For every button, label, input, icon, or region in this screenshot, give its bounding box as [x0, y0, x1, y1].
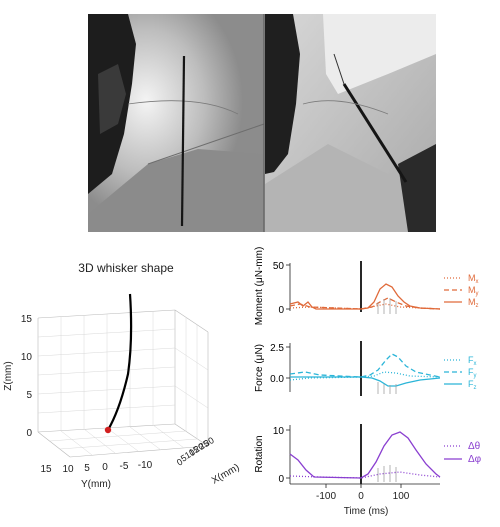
- time-tick: 100: [393, 491, 410, 502]
- plot3d-grid: [37, 311, 209, 456]
- whisker-base-point: [104, 426, 112, 434]
- video-frame-image: [88, 14, 436, 232]
- rotation-ytick: 10: [273, 426, 285, 437]
- y-tick: 10: [62, 464, 74, 475]
- force-ytick: 2.5: [270, 343, 284, 354]
- force-ylabel: Force (μN): [254, 344, 265, 392]
- moment-legend: Mx My Mz: [444, 273, 479, 309]
- z-tick: 5: [26, 390, 32, 401]
- y-axis-label: Y(mm): [81, 479, 111, 490]
- x-tick: 30: [202, 435, 216, 449]
- moment-ylabel: Moment (μN-mm): [254, 247, 265, 326]
- legend-fy: Fy: [468, 367, 477, 379]
- rotation-traces: [289, 431, 441, 479]
- plot3d-title: 3D whisker shape: [78, 261, 174, 275]
- legend-mx: Mx: [468, 273, 479, 285]
- rotation-panel: 10 0 Rotation Δθ Δφ: [254, 424, 482, 517]
- moment-traces: [289, 283, 441, 310]
- x-axis-label: X(mm): [210, 462, 241, 487]
- whisker-video-frame: [88, 14, 436, 232]
- time-tick: -100: [316, 491, 336, 502]
- z-axis-label: Z(mm): [3, 361, 14, 390]
- rotation-ylabel: Rotation: [254, 435, 265, 472]
- moment-ytick: 50: [273, 261, 285, 272]
- z-tick: 10: [21, 352, 33, 363]
- moment-panel: 50 0 Moment (μN-mm) Mx My Mz: [254, 247, 479, 326]
- y-tick: 0: [102, 462, 108, 473]
- x-tick: 20: [192, 441, 206, 455]
- x-tick: 15: [187, 444, 201, 458]
- force-panel: 2.5 0.0 Force (μN) Fx Fy Fz: [254, 341, 477, 396]
- z-tick: 0: [26, 428, 32, 439]
- legend-dphi: Δφ: [468, 454, 482, 465]
- time-tick: 0: [358, 491, 364, 502]
- whisker-3d-plot: 3D whisker shape: [0, 244, 250, 522]
- traces-plot: 50 0 Moment (μN-mm) Mx My Mz: [250, 244, 500, 522]
- y-tick: 5: [84, 463, 90, 474]
- legend-fz: Fz: [468, 379, 477, 391]
- x-tick: 5: [179, 453, 188, 464]
- moment-ytick: 0: [278, 305, 284, 316]
- force-ytick: 0.0: [270, 374, 284, 385]
- y-tick: 15: [40, 464, 52, 475]
- legend-fx: Fx: [468, 355, 477, 367]
- legend-my: My: [468, 285, 479, 297]
- legend-mz: Mz: [468, 297, 479, 309]
- whisker-curve: [107, 293, 133, 431]
- y-tick: -5: [120, 461, 129, 472]
- x-tick: 10: [183, 447, 197, 461]
- legend-dtheta: Δθ: [468, 441, 481, 452]
- rotation-legend: Δθ Δφ: [444, 441, 482, 465]
- x-tick: 0: [175, 457, 184, 468]
- rotation-ytick: 0: [278, 474, 284, 485]
- force-traces: [289, 353, 441, 387]
- force-legend: Fx Fy Fz: [444, 355, 477, 391]
- time-axis-label: Time (ms): [344, 506, 389, 517]
- z-tick: 15: [21, 314, 33, 325]
- x-tick: 25: [197, 438, 211, 452]
- y-tick: -10: [138, 460, 153, 471]
